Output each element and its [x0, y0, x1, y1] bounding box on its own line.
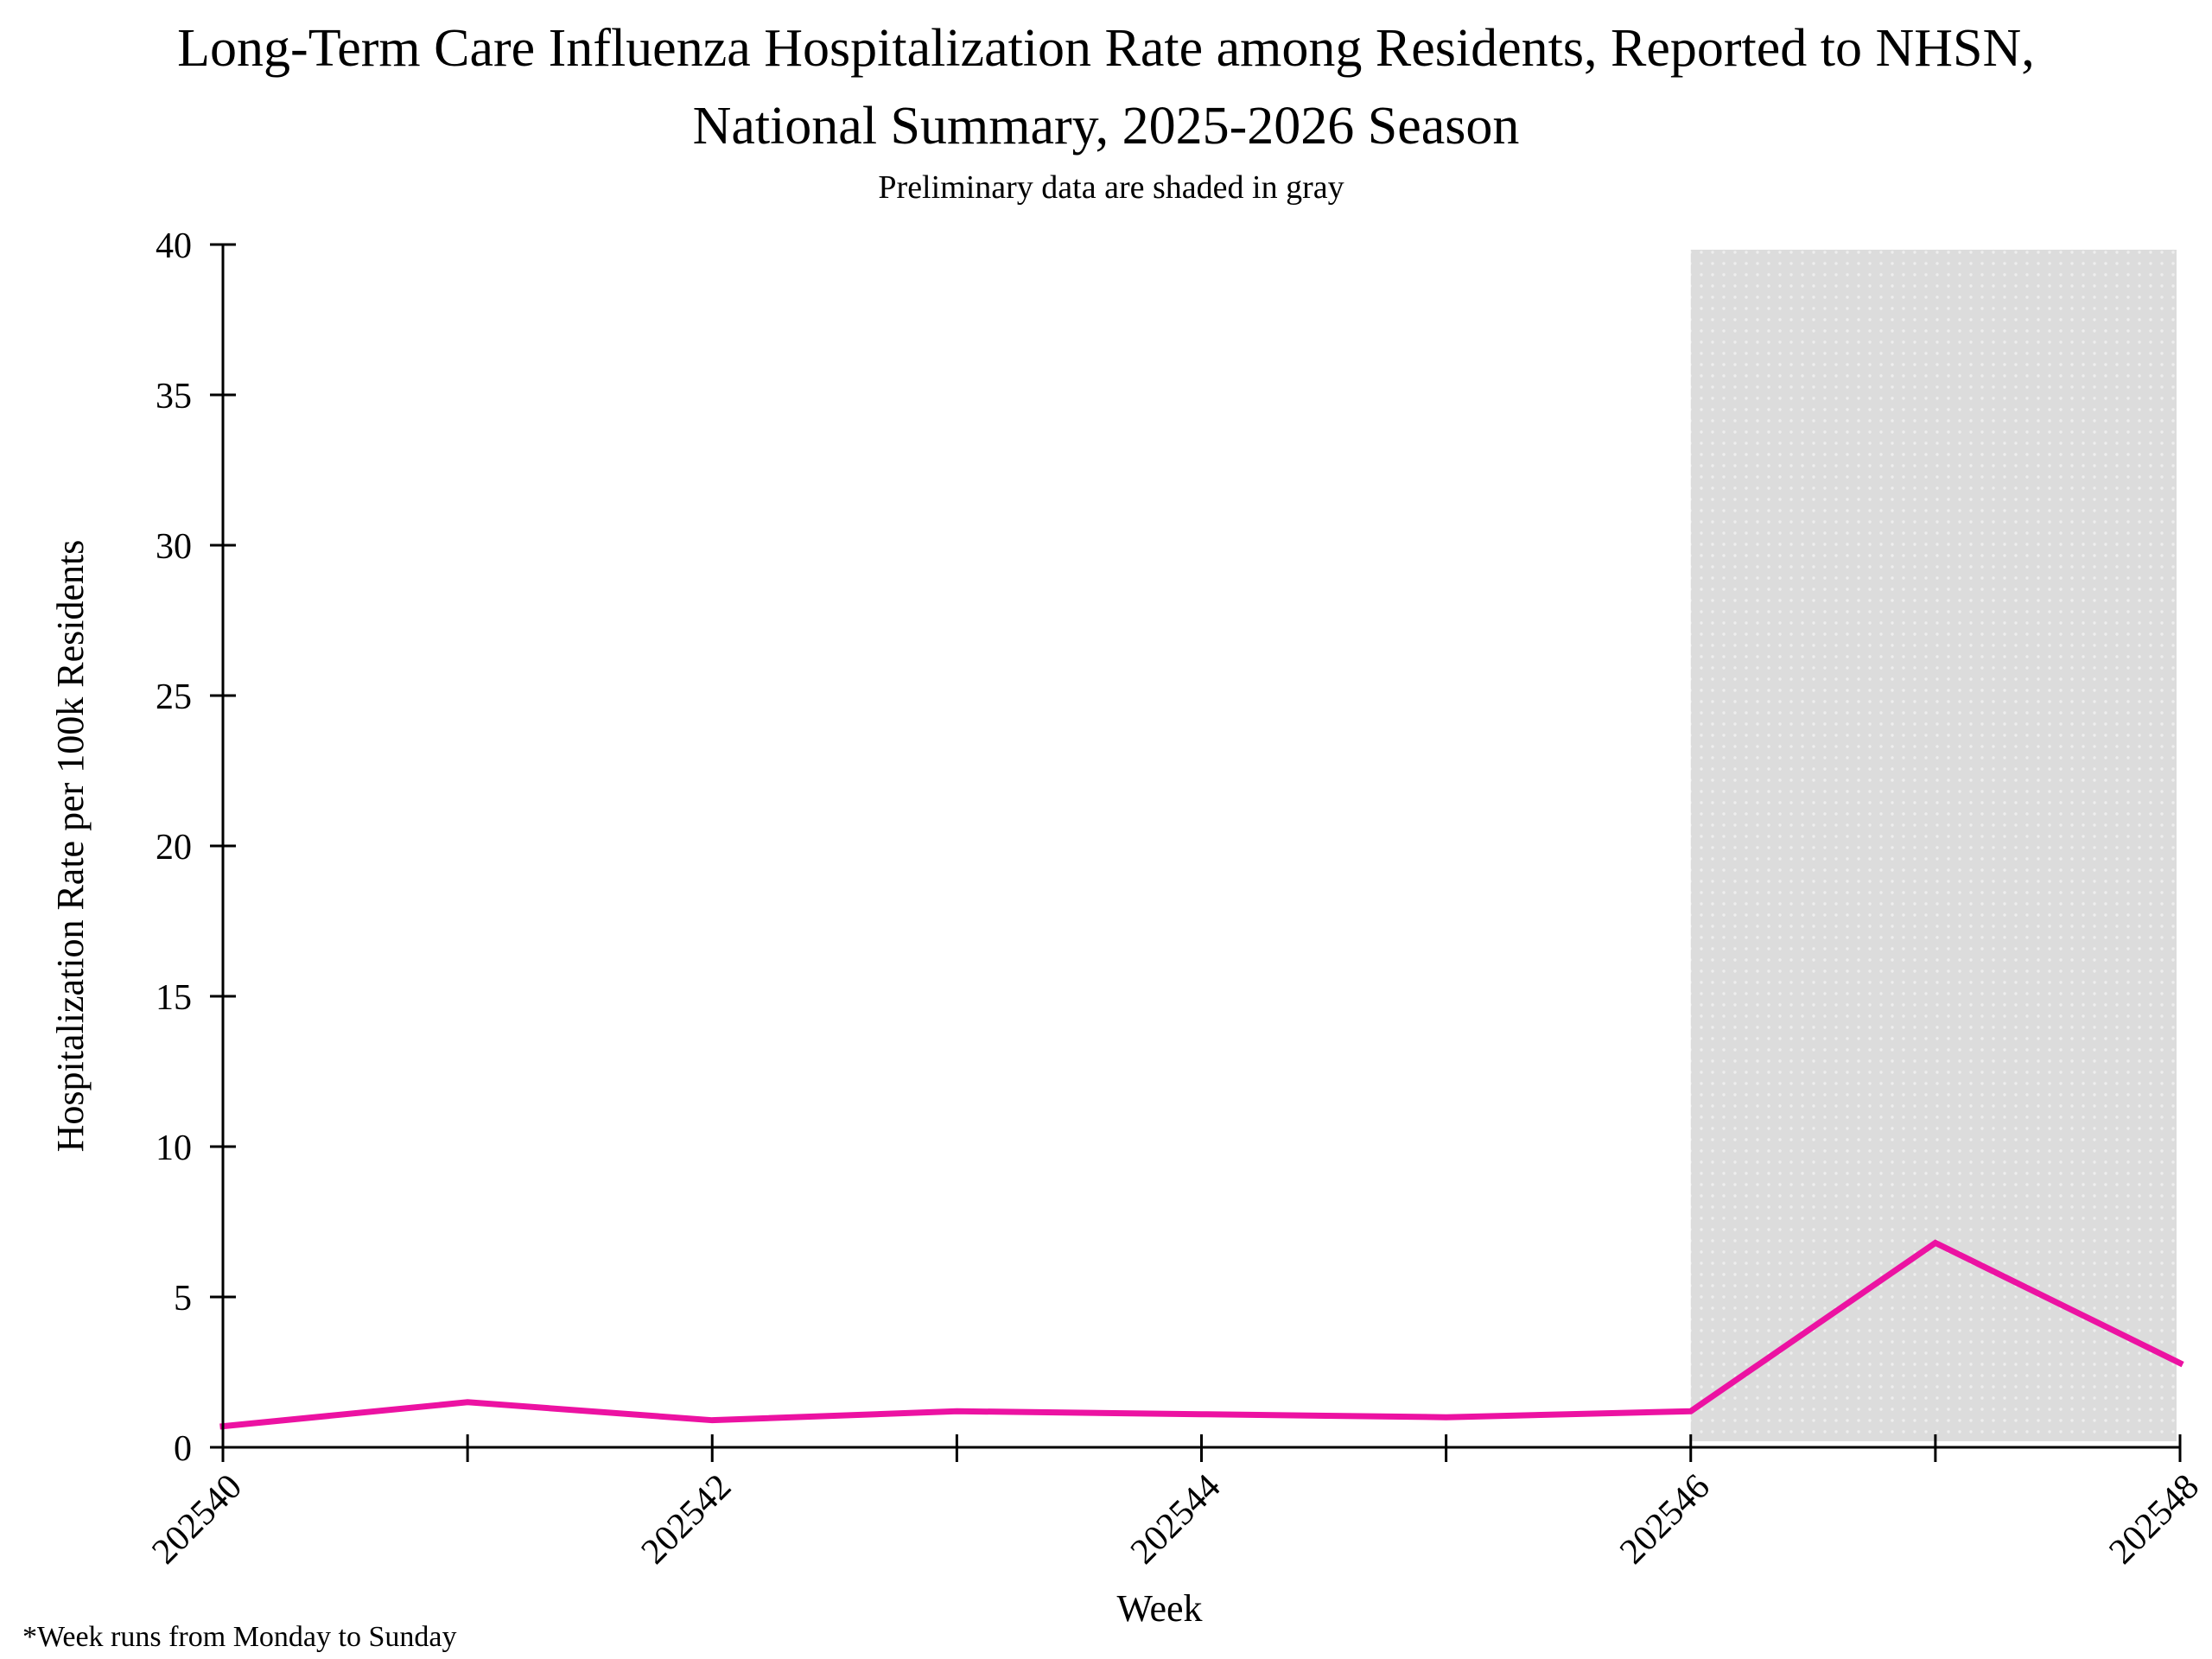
y-tick-label: 15: [156, 978, 192, 1018]
y-tick-label: 25: [156, 677, 192, 717]
x-axis-label: Week: [1116, 1587, 1202, 1630]
x-tick-label: 202548: [2101, 1467, 2207, 1573]
y-tick-label: 10: [156, 1128, 192, 1168]
y-tick-label: 40: [156, 226, 192, 266]
y-tick-label: 35: [156, 377, 192, 416]
x-ticks: [221, 1434, 2182, 1462]
chart-subtitle: Preliminary data are shaded in gray: [878, 169, 1344, 206]
x-tick-labels: 202540 202542 202544 202546 202548: [144, 1467, 2207, 1573]
y-tick-label: 30: [156, 527, 192, 567]
chart-title-line1: Long-Term Care Influenza Hospitalization…: [177, 19, 2035, 78]
x-tick-label: 202544: [1123, 1467, 1229, 1573]
hospitalization-rate-line: [219, 1239, 2184, 1430]
chart-title-line2: National Summary, 2025-2026 Season: [692, 97, 1520, 156]
y-tick-labels: 0 5 10 15 20 25 30 35 40: [156, 226, 192, 1469]
x-tick-label: 202540: [144, 1467, 250, 1573]
chart-footnote: *Week runs from Monday to Sunday: [22, 1621, 457, 1653]
y-tick-label: 20: [156, 828, 192, 868]
y-axis-label: Hospitalization Rate per 100k Residents: [49, 540, 92, 1153]
x-tick-label: 202542: [634, 1467, 740, 1573]
y-tick-label: 0: [174, 1429, 192, 1469]
y-tick-label: 5: [174, 1279, 192, 1319]
y-ticks: [210, 243, 236, 1449]
x-tick-label: 202546: [1612, 1467, 1718, 1573]
preliminary-data-region: [1690, 250, 2177, 1441]
